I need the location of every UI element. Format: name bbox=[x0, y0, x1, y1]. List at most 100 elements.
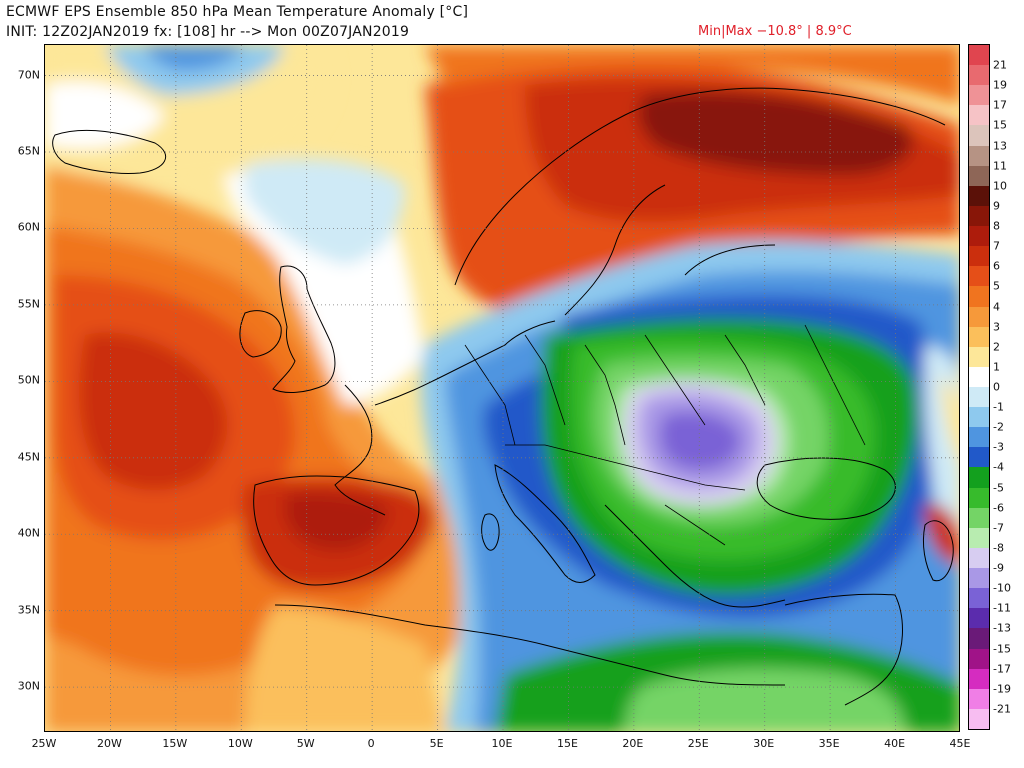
colorbar-tick-label: 0 bbox=[993, 380, 1000, 394]
colorbar-tick-label: -6 bbox=[993, 501, 1004, 515]
longitude-tick-label: 5W bbox=[296, 737, 315, 750]
colorbar-swatch bbox=[969, 427, 989, 448]
colorbar-swatch bbox=[969, 65, 989, 86]
levant-green bbox=[625, 668, 905, 731]
colorbar-swatch bbox=[969, 246, 989, 267]
africa-coast bbox=[274, 604, 786, 686]
longitude-tick-label: 45E bbox=[949, 737, 971, 750]
colorbar-swatch bbox=[969, 306, 989, 328]
colorbar-tick-label: 6 bbox=[993, 259, 1000, 273]
colorbar-tick-label: 7 bbox=[993, 239, 1000, 253]
colorbar-tick-label: -21 bbox=[993, 702, 1011, 716]
colorbar-swatch bbox=[969, 668, 989, 690]
latitude-tick-label: 40N bbox=[17, 526, 40, 540]
colorbar-tick-label: -9 bbox=[993, 561, 1004, 575]
longitude-tick-label: 10E bbox=[491, 737, 513, 750]
colorbar-swatch bbox=[969, 85, 989, 106]
black-sea-coast bbox=[756, 457, 896, 520]
colorbar-tick-label: -4 bbox=[993, 460, 1004, 474]
colorbar-tick-label: 17 bbox=[993, 98, 1007, 112]
longitude-tick-label: 5E bbox=[429, 737, 444, 750]
colorbar-tick-label: 13 bbox=[993, 139, 1007, 153]
colorbar-tick-label: 21 bbox=[993, 58, 1007, 72]
scandinavia-coast bbox=[454, 87, 946, 316]
minmax-readout: Min|Max −10.8° | 8.9°C bbox=[698, 24, 852, 39]
colorbar-tick-label: -3 bbox=[993, 440, 1004, 454]
colorbar-tick-label: 1 bbox=[993, 360, 1000, 374]
east-edge-warm bbox=[940, 375, 959, 462]
colorbar-swatch bbox=[969, 568, 989, 589]
colorbar-tick-label: 4 bbox=[993, 300, 1000, 314]
colorbar bbox=[968, 44, 990, 730]
colorbar-swatch bbox=[969, 165, 989, 187]
arctic-cold bbox=[145, 45, 245, 71]
latitude-tick-label: 65N bbox=[17, 144, 40, 158]
colorbar-tick-label: -2 bbox=[993, 420, 1004, 434]
colorbar-tick-label: -10 bbox=[993, 581, 1011, 595]
longitude-tick-label: 20E bbox=[622, 737, 644, 750]
longitude-tick-label: 40E bbox=[884, 737, 906, 750]
latitude-tick-label: 35N bbox=[17, 603, 40, 617]
coastlines bbox=[52, 87, 954, 706]
graticule bbox=[45, 45, 959, 731]
longitude-tick-label: 10W bbox=[227, 737, 253, 750]
longitude-tick-label: 35E bbox=[818, 737, 840, 750]
colorbar-swatch bbox=[969, 387, 989, 408]
longitude-tick-label: 25W bbox=[31, 737, 57, 750]
colorbar-tick-label: 10 bbox=[993, 179, 1007, 193]
colorbar-swatch bbox=[969, 648, 989, 670]
colorbar-swatch bbox=[969, 185, 989, 207]
colorbar-tick-label: -8 bbox=[993, 541, 1004, 555]
colorbar-swatch bbox=[969, 266, 989, 287]
arctic-warm bbox=[425, 45, 959, 105]
norwegian-sea-cool bbox=[245, 159, 405, 265]
chart-title: ECMWF EPS Ensemble 850 hPa Mean Temperat… bbox=[6, 4, 469, 20]
border-lines bbox=[464, 324, 866, 546]
colorbar-swatch bbox=[969, 226, 989, 247]
africa-warm bbox=[245, 605, 445, 731]
atlantic-warm-center bbox=[79, 332, 228, 490]
ireland-coast bbox=[239, 310, 282, 358]
anomaly-map bbox=[44, 44, 960, 732]
balkans-cold-center bbox=[660, 411, 741, 470]
longitude-tick-label: 15E bbox=[556, 737, 578, 750]
scandinavia-warm-core bbox=[638, 91, 913, 175]
colorbar-swatch bbox=[969, 45, 989, 66]
colorbar-swatch bbox=[969, 527, 989, 549]
caspian-coast bbox=[922, 520, 954, 582]
latitude-tick-label: 45N bbox=[17, 450, 40, 464]
colorbar-swatch bbox=[969, 105, 989, 126]
colorbar-swatch bbox=[969, 547, 989, 569]
colorbar-swatch bbox=[969, 346, 989, 368]
colorbar-tick-label: -7 bbox=[993, 521, 1004, 535]
longitude-tick-label: 0 bbox=[367, 737, 375, 750]
colorbar-tick-label: 2 bbox=[993, 340, 1000, 354]
latitude-tick-label: 55N bbox=[17, 297, 40, 311]
colorbar-tick-label: 5 bbox=[993, 279, 1000, 293]
latitude-tick-label: 30N bbox=[17, 679, 40, 693]
colorbar-tick-label: -15 bbox=[993, 642, 1011, 656]
longitude-tick-label: 15W bbox=[162, 737, 188, 750]
iceland-coast bbox=[52, 129, 167, 174]
colorbar-swatch bbox=[969, 407, 989, 428]
levant-coast bbox=[784, 593, 903, 706]
iberia-warm-core bbox=[285, 492, 388, 551]
colorbar-swatch bbox=[969, 608, 989, 629]
chart-subtitle: INIT: 12Z02JAN2019 fx: [108] hr --> Mon … bbox=[6, 24, 410, 40]
longitude-tick-label: 20W bbox=[96, 737, 122, 750]
colorbar-tick-label: 15 bbox=[993, 118, 1007, 132]
northwest-neutral bbox=[45, 45, 333, 184]
west-europe-coast bbox=[334, 320, 556, 516]
colorbar-tick-label: -11 bbox=[993, 601, 1011, 615]
colorbar-tick-label: -19 bbox=[993, 682, 1011, 696]
colorbar-tick-label: 3 bbox=[993, 320, 1000, 334]
colorbar-swatch bbox=[969, 487, 989, 509]
colorbar-swatch bbox=[969, 708, 989, 730]
colorbar-swatch bbox=[969, 145, 989, 167]
colorbar-swatch bbox=[969, 286, 989, 308]
colorbar-swatch bbox=[969, 628, 989, 650]
colorbar-swatch bbox=[969, 688, 989, 710]
latitude-tick-label: 50N bbox=[17, 373, 40, 387]
colorbar-tick-label: -17 bbox=[993, 662, 1011, 676]
iceland-neutral bbox=[45, 81, 165, 149]
